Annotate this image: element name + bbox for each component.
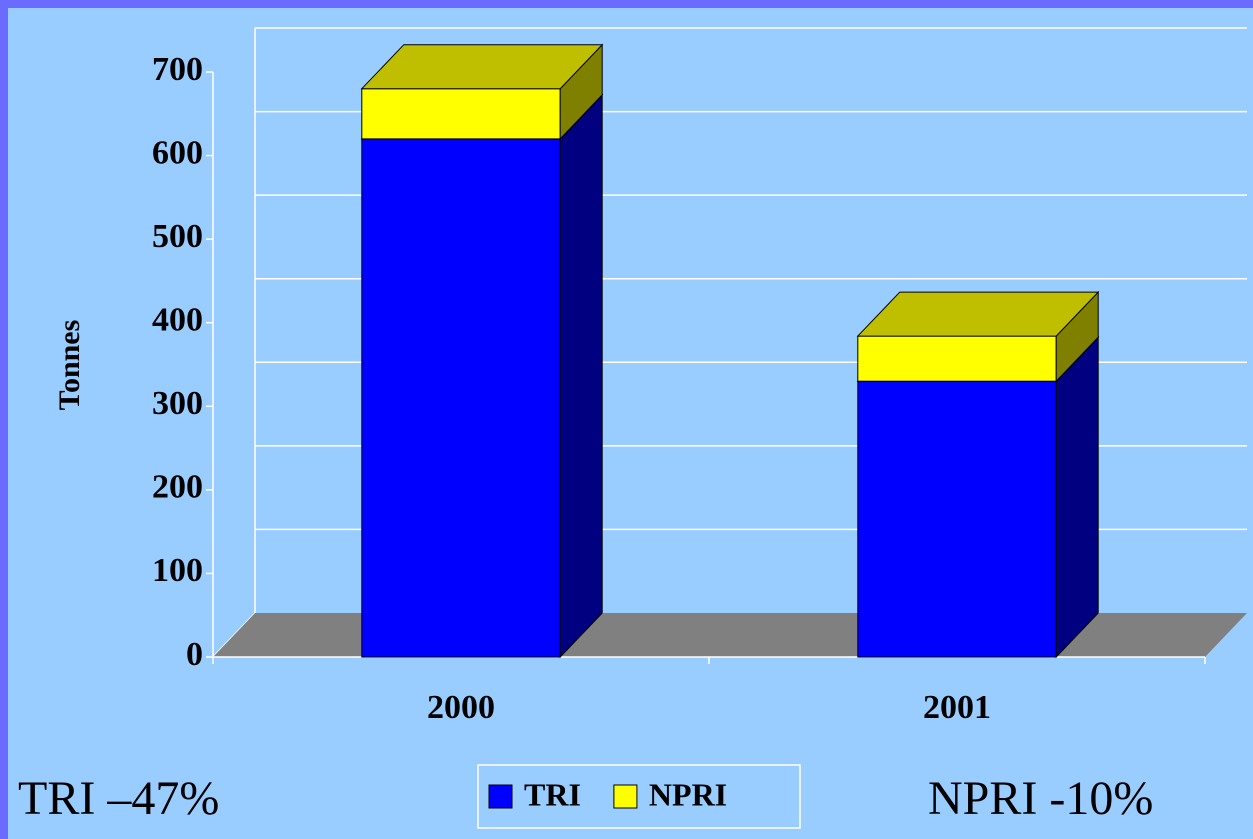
y-axis-label: Tonnes — [53, 320, 86, 411]
legend-label: NPRI — [649, 776, 727, 812]
annotation: NPRI -10% — [928, 772, 1153, 825]
plot — [206, 27, 1247, 664]
bar-segment — [857, 335, 1057, 382]
y-tick-label: 0 — [186, 636, 203, 673]
y-tick-label: 200 — [152, 469, 203, 506]
bar-top — [360, 44, 604, 90]
bar-segment — [361, 88, 561, 140]
x-tick-label: 2001 — [923, 689, 991, 726]
legend-box — [477, 764, 801, 829]
x-tick-label: 2000 — [427, 689, 495, 726]
bar-segment — [857, 380, 1057, 658]
legend-label: TRI — [524, 776, 581, 812]
bar-segment — [361, 138, 561, 658]
y-tick-label: 500 — [152, 218, 203, 255]
bar-side — [559, 93, 603, 659]
y-tick-label: 300 — [152, 385, 203, 422]
y-tick-label: 400 — [152, 302, 203, 339]
annotation: TRI –47% — [18, 772, 219, 825]
y-tick-label: 700 — [152, 51, 203, 88]
y-tick-label: 100 — [152, 552, 203, 589]
legend-swatch — [488, 784, 513, 809]
y-tick-label: 600 — [152, 134, 203, 171]
bar-side — [1055, 335, 1099, 659]
bar-top — [856, 291, 1100, 337]
legend-swatch — [613, 784, 638, 809]
